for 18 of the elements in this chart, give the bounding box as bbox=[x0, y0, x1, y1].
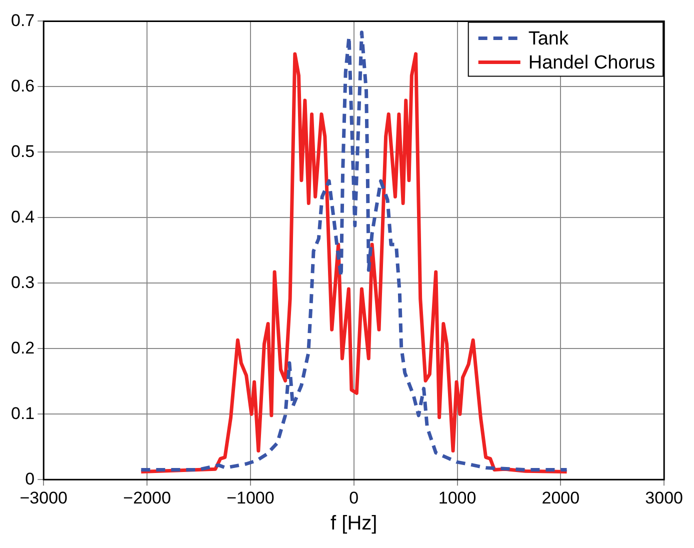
y-tick-label: 0 bbox=[25, 469, 35, 488]
y-tick-label: 0.6 bbox=[10, 76, 35, 96]
y-tick-label: 0.2 bbox=[10, 338, 35, 358]
x-axis-title: f [Hz] bbox=[330, 512, 378, 535]
x-tick-label: 1000 bbox=[438, 488, 476, 508]
y-tick-label: 0.7 bbox=[10, 10, 35, 30]
x-tick-label: 2000 bbox=[542, 488, 580, 508]
x-tick-label: −2000 bbox=[123, 488, 171, 508]
y-tick-label: 0.3 bbox=[10, 272, 35, 292]
y-tick-label: 0.1 bbox=[10, 404, 35, 423]
x-tick-label: −3000 bbox=[20, 488, 68, 508]
y-tick-label: 0.5 bbox=[10, 142, 35, 161]
legend-label: Handel Chorus bbox=[528, 52, 656, 74]
x-tick-label: 3000 bbox=[645, 488, 684, 508]
x-tick-label: 0 bbox=[349, 488, 359, 508]
x-tick-label: −1000 bbox=[226, 488, 274, 508]
legend-label: Tank bbox=[528, 28, 569, 50]
y-tick-label: 0.4 bbox=[10, 207, 35, 226]
